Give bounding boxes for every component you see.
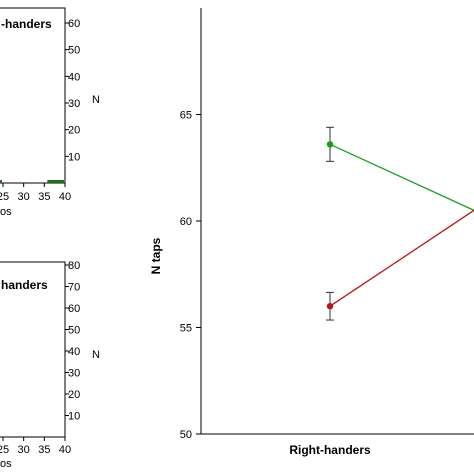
hist2-ylabel: N [92, 349, 100, 361]
line-ytick-label: 65 [180, 110, 192, 122]
hist1-ylabel: N [92, 94, 100, 106]
line-xtick-label: Right-handers [289, 443, 371, 457]
line-ytick-label: 60 [180, 216, 192, 228]
hist1-bar [0, 180, 2, 183]
hist1-frame [0, 7, 66, 184]
hist1-xlabel: os [0, 206, 12, 218]
hist2-ytick-label: 40 [68, 346, 80, 358]
line-ytick-label: 55 [180, 323, 192, 335]
hist2-frame [0, 261, 66, 438]
line-plot-n-taps: N taps 50 55 60 65 Right-handers [149, 8, 474, 457]
hist2-ytick-label: 10 [68, 411, 80, 423]
hist1-xtick-label: 35 [38, 191, 50, 203]
hist1-ytick-label: 10 [68, 151, 80, 163]
hist1-xtick-label: 40 [59, 191, 71, 203]
line-point [326, 303, 334, 310]
hist2-xtick-label: 30 [18, 444, 30, 456]
histogram-right-handers: -handers N os 10 20 30 40 50 60 25 30 35 40 [0, 7, 100, 218]
hist2-xtick-label: 35 [38, 444, 50, 456]
line-point [326, 141, 334, 148]
hist1-ytick-label: 30 [68, 98, 80, 110]
hist1-ytick-label: 60 [68, 18, 80, 30]
hist2-ytick-label: 70 [68, 282, 80, 294]
hist1-xtick-label: 30 [18, 191, 30, 203]
hist2-xlabel: os [0, 458, 12, 470]
hist1-ytick-label: 50 [68, 45, 80, 57]
hist2-xtick-label: 40 [59, 444, 71, 456]
line-series-path [329, 143, 474, 211]
hist2-ytick-label: 60 [68, 303, 80, 315]
hist2-ytick-label: 30 [68, 368, 80, 380]
hist2-title: handers [1, 278, 48, 292]
line-ytick-label: 50 [180, 429, 192, 441]
hist1-xtick-label: 25 [0, 191, 9, 203]
line-ylabel: N taps [149, 237, 163, 274]
hist2-ytick-label: 20 [68, 389, 80, 401]
hist2-xtick-label: 25 [0, 444, 9, 456]
histogram-left-handers: handers N os 10 20 30 40 50 60 70 80 25 30 35 40 [0, 260, 100, 470]
hist1-ytick-label: 40 [68, 71, 80, 83]
hist1-title: -handers [1, 17, 52, 31]
hist2-ytick-label: 80 [68, 260, 80, 272]
hist1-bar [47, 180, 64, 183]
hist1-ytick-label: 20 [68, 125, 80, 137]
hist2-ytick-label: 50 [68, 325, 80, 337]
line-series-path [329, 209, 474, 307]
